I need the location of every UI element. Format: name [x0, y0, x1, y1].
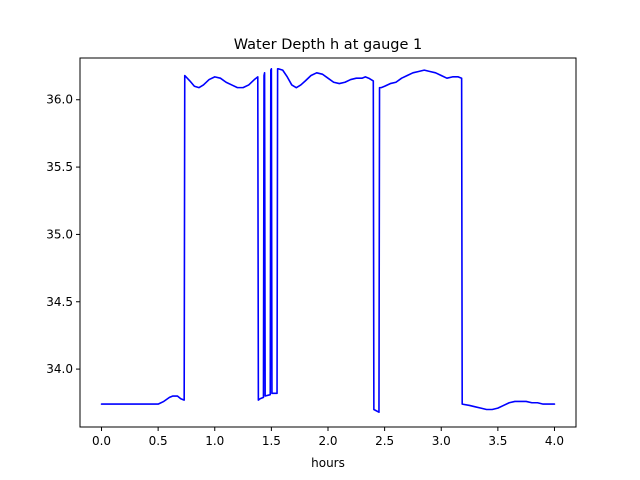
x-tick-label: 3.5	[488, 434, 507, 448]
y-tick-label: 35.0	[46, 227, 73, 241]
x-tick-label: 4.0	[545, 434, 564, 448]
y-tick-label: 34.5	[46, 295, 73, 309]
x-tick-label: 3.0	[432, 434, 451, 448]
y-tick-label: 35.5	[46, 160, 73, 174]
y-tick-label: 34.0	[46, 362, 73, 376]
x-tick-label: 2.0	[318, 434, 337, 448]
x-axis: 0.0 0.5 1.0 1.5 2.0 2.5 3.0 3.5 4.0	[92, 427, 564, 448]
x-tick-label: 2.5	[375, 434, 394, 448]
chart-title: Water Depth h at gauge 1	[234, 37, 422, 53]
y-axis: 34.0 34.5 35.0 35.5 36.0	[46, 93, 80, 376]
x-tick-label: 0.0	[92, 434, 111, 448]
series-line	[100, 67, 556, 413]
x-axis-label: hours	[311, 456, 345, 470]
x-tick-label: 1.5	[262, 434, 281, 448]
x-tick-label: 1.0	[205, 434, 224, 448]
y-tick-label: 36.0	[46, 93, 73, 107]
plot-area	[100, 67, 556, 413]
x-tick-label: 0.5	[149, 434, 168, 448]
